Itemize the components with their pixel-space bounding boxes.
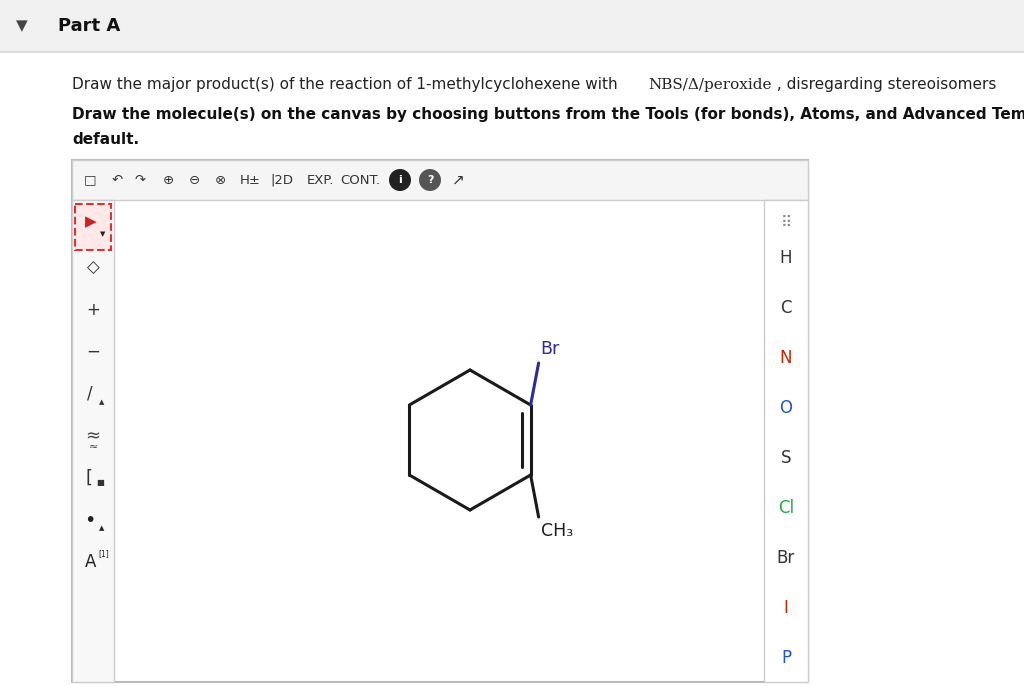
Text: •: • [84,510,95,530]
Bar [764,200,808,682]
Text: □: □ [84,174,96,187]
Text: ⊖: ⊖ [188,174,200,187]
Text: +: + [86,301,100,319]
Circle shape [419,169,441,191]
Text: i: i [398,175,401,185]
Text: default.: default. [72,132,139,147]
Text: ▶: ▶ [85,215,97,230]
Text: ⊕: ⊕ [163,174,173,187]
Text: ⠿: ⠿ [780,215,792,230]
Text: Cl: Cl [778,499,794,517]
Text: Br: Br [541,340,560,358]
Bar [0,0,1024,52]
Text: ◇: ◇ [87,259,99,277]
Text: Draw the molecule(s) on the canvas by choosing buttons from the Tools (for bonds: Draw the molecule(s) on the canvas by ch… [72,108,1024,123]
Text: ▲: ▲ [99,399,104,405]
Text: CH₃: CH₃ [541,522,572,540]
Text: C: C [780,299,792,317]
Bar [72,160,808,682]
Text: CONT.: CONT. [340,174,380,187]
Text: NBS/Δ/peroxide: NBS/Δ/peroxide [648,78,771,92]
Bar [72,200,114,682]
FancyBboxPatch shape [75,204,111,250]
Text: ↷: ↷ [134,174,145,187]
Text: N: N [779,349,793,367]
Text: A: A [85,553,96,571]
Text: S: S [780,449,792,467]
Text: [1]: [1] [98,549,110,558]
Text: H±: H± [240,174,260,187]
Text: Part A: Part A [58,17,120,35]
Text: ↶: ↶ [112,174,123,187]
Text: ▲: ▲ [99,525,104,531]
Text: Draw the major product(s) of the reaction of 1-methylcyclohexene with: Draw the major product(s) of the reactio… [72,78,623,93]
Text: ≈: ≈ [85,427,100,445]
Text: O: O [779,399,793,417]
Text: ▼: ▼ [100,231,105,237]
Text: Br: Br [777,549,795,567]
Text: ?: ? [427,175,433,185]
Circle shape [389,169,411,191]
Text: ≈: ≈ [88,442,97,452]
Text: P: P [781,649,792,667]
Bar [72,160,808,200]
Text: EXP.: EXP. [306,174,334,187]
Text: H: H [779,249,793,267]
Text: /: / [87,385,93,403]
Text: [: [ [85,469,92,487]
Text: |2D: |2D [270,174,294,187]
Text: ↗: ↗ [452,172,464,187]
Text: ⊗: ⊗ [214,174,225,187]
Text: ▼: ▼ [16,19,28,34]
Text: , disregarding stereoisomers: , disregarding stereoisomers [772,78,996,93]
Text: ■: ■ [96,479,104,488]
Text: −: − [86,343,100,361]
Text: I: I [783,599,788,617]
